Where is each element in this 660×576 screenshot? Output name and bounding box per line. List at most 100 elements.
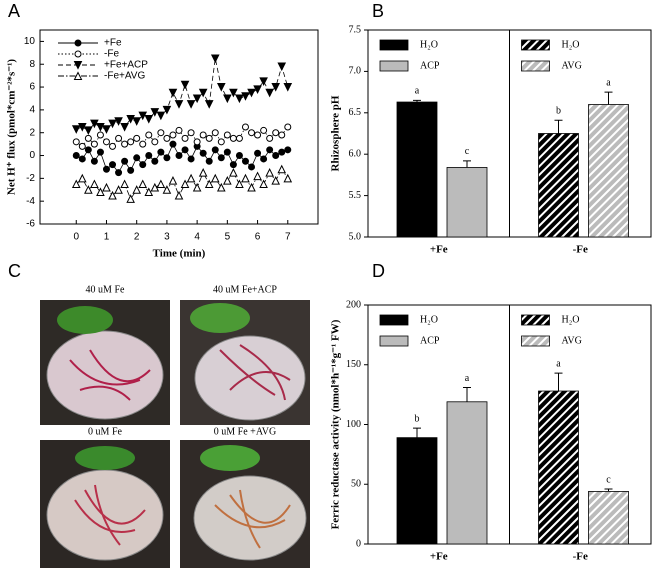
point — [241, 123, 249, 131]
plot-frame — [39, 29, 319, 225]
point — [247, 88, 256, 98]
x-tick-label: +Fe — [430, 244, 448, 256]
x-tick-label: +Fe — [430, 551, 448, 563]
point — [127, 166, 135, 174]
point — [181, 134, 189, 142]
point — [102, 125, 111, 134]
point — [71, 125, 81, 134]
point — [156, 179, 166, 189]
point — [198, 168, 208, 177]
point — [84, 146, 92, 154]
point — [150, 182, 160, 192]
point — [108, 190, 117, 200]
point — [223, 131, 231, 139]
point — [223, 176, 232, 185]
point — [96, 187, 105, 197]
point — [229, 168, 238, 177]
point — [266, 134, 274, 142]
significance-letter: c — [465, 146, 470, 157]
y-tick-label: 6.0 — [349, 148, 362, 159]
point — [151, 138, 159, 146]
point — [126, 115, 135, 124]
legend-label: +Fe+ACP — [104, 60, 148, 71]
legend-label: H₂O — [420, 39, 438, 50]
y-tick-label: 7.0 — [349, 66, 362, 77]
bar — [396, 101, 438, 238]
point — [271, 83, 281, 92]
point — [90, 179, 99, 189]
point — [127, 138, 135, 146]
error-bar — [554, 119, 563, 134]
x-tick-label: -Fe — [573, 551, 588, 563]
y-tick-label: 200 — [346, 299, 361, 310]
point — [205, 134, 213, 142]
error-bar — [463, 160, 471, 168]
point — [241, 173, 250, 183]
point — [187, 155, 195, 163]
point — [96, 148, 104, 156]
photo-label: 0 uM Fe +AVG — [214, 426, 276, 437]
point — [217, 138, 225, 146]
point — [84, 126, 93, 136]
point — [204, 100, 214, 109]
point — [102, 138, 110, 146]
point — [77, 123, 87, 132]
legend-label: -Fe+AVG — [104, 71, 145, 82]
point — [223, 148, 231, 156]
point — [248, 163, 256, 171]
y-tick-label: 50 — [351, 479, 361, 490]
x-tick-label: 7 — [285, 232, 291, 243]
point — [253, 85, 262, 94]
point — [120, 179, 129, 189]
point — [84, 134, 92, 142]
point — [96, 131, 104, 139]
point — [121, 140, 129, 148]
point — [266, 146, 274, 154]
legend-swatch — [521, 335, 550, 347]
point — [102, 165, 110, 173]
point — [71, 179, 81, 189]
bar — [396, 437, 438, 545]
point — [259, 179, 268, 189]
point — [109, 161, 117, 169]
point — [260, 126, 268, 134]
y-tick-label: 0 — [29, 150, 35, 161]
point — [260, 155, 268, 163]
point — [115, 169, 123, 177]
point — [109, 142, 117, 150]
legend-label: ACP — [420, 60, 440, 71]
point — [254, 149, 262, 157]
significance-letter: a — [606, 77, 611, 88]
point — [186, 173, 196, 183]
point — [235, 179, 244, 189]
error-bar — [604, 91, 613, 105]
y-tick-label: 150 — [346, 359, 361, 370]
point — [223, 94, 232, 104]
y-tick-label: 5.0 — [349, 231, 362, 242]
point — [211, 129, 219, 137]
photo — [40, 440, 170, 568]
point — [163, 154, 171, 162]
point — [162, 185, 172, 194]
point — [180, 80, 190, 90]
point — [192, 182, 202, 192]
point — [151, 157, 159, 165]
significance-letter: c — [606, 474, 611, 485]
significance-letter: a — [415, 86, 420, 97]
point — [254, 131, 262, 139]
legend-marker — [73, 71, 83, 80]
y-tick-label: 2 — [29, 127, 35, 138]
point — [175, 126, 183, 134]
point — [121, 157, 129, 165]
point — [235, 134, 243, 142]
point — [77, 173, 87, 183]
point — [168, 88, 178, 98]
point — [193, 138, 201, 146]
point — [72, 152, 80, 160]
point — [145, 152, 153, 160]
point — [229, 161, 237, 169]
point — [283, 173, 293, 183]
legend-label: -Fe — [104, 49, 119, 60]
point — [157, 129, 165, 137]
point — [253, 171, 262, 181]
